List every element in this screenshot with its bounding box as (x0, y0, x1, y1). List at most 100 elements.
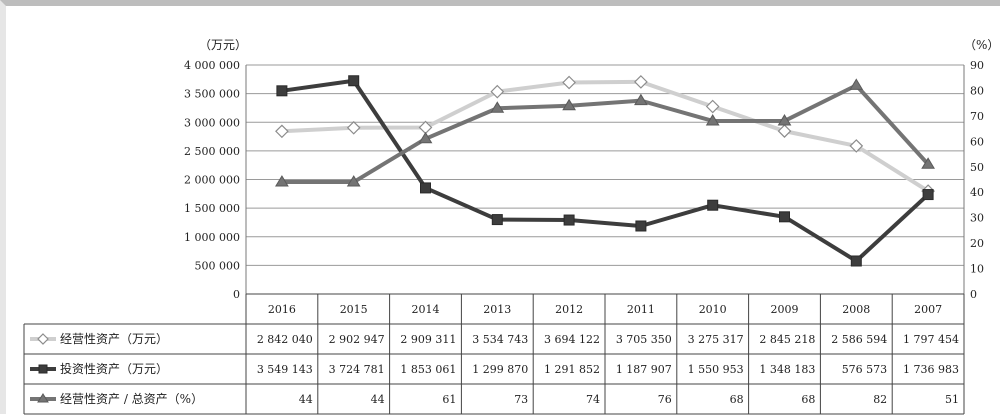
table-cell-value: 2 586 594 (831, 333, 887, 346)
data-point (849, 78, 864, 90)
legend-label: 经营性资产 / 总资产（%） (60, 392, 203, 406)
y-right-tick-label: 70 (970, 110, 984, 123)
table-cell-value: 3 549 143 (257, 363, 313, 376)
table-cell-value: 3 275 317 (688, 333, 744, 346)
data-point (490, 101, 505, 113)
data-point (562, 75, 576, 90)
x-category-label: 2007 (914, 303, 942, 316)
legend-marker (37, 393, 49, 403)
y-left-tick-label: 0 (233, 288, 240, 301)
table-cell-value: 1 299 870 (472, 363, 528, 376)
data-point (922, 189, 934, 201)
x-category-label: 2009 (771, 303, 799, 316)
table-cell-value: 61 (442, 393, 456, 406)
table-cell-value: 44 (299, 393, 313, 406)
data-point (562, 98, 576, 111)
table-cell-value: 2 902 947 (329, 333, 385, 346)
data-point (563, 214, 575, 226)
table-cell-value: 76 (658, 393, 672, 406)
data-point (276, 85, 288, 97)
series-line (281, 78, 930, 263)
table-cell-value: 1 187 907 (616, 363, 672, 376)
data-point (707, 199, 719, 211)
y-right-unit: （%） (964, 38, 999, 52)
x-category-label: 2016 (268, 303, 296, 316)
legend-marker (38, 364, 48, 374)
table-cell-value: 1 853 061 (400, 363, 456, 376)
data-point (850, 255, 862, 267)
combo-line-chart: 4 000 000 3 500 000 3 000 000 2 500 000 2 00… (23, 38, 999, 415)
table-cell-value: 68 (801, 393, 815, 406)
data-point (348, 75, 360, 87)
data-point (420, 182, 431, 194)
x-category-label: 2015 (340, 303, 368, 316)
x-category-label: 2011 (627, 303, 655, 316)
table-cell-value: 2 845 218 (759, 333, 815, 346)
y-right-tick-label: 20 (970, 237, 984, 250)
data-point (777, 124, 792, 138)
data-point (779, 211, 790, 223)
table-cell-value: 44 (371, 393, 385, 406)
x-category-label: 2012 (555, 303, 583, 316)
y-right-tick-label: 80 (970, 84, 984, 97)
table-cell-value: 51 (945, 393, 959, 406)
y-left-tick-label: 1 500 000 (184, 202, 240, 215)
table-cell-value: 3 694 122 (544, 333, 600, 346)
table-cell-value: 576 573 (842, 363, 888, 376)
y-left-tick-label: 1 000 000 (184, 231, 240, 244)
table-cell-value: 1 550 953 (688, 363, 744, 376)
y-left-unit: （万元） (199, 38, 247, 52)
table-cell-value: 3 534 743 (472, 333, 528, 346)
table-cell-value: 68 (730, 393, 744, 406)
data-point (635, 220, 647, 232)
data-point (777, 114, 792, 126)
y-left-tick-label: 2 500 000 (184, 145, 240, 158)
data-point (490, 84, 505, 99)
data-point (921, 157, 935, 169)
legend-label: 投资性资产（万元） (60, 361, 168, 376)
y-right-tick-label: 50 (970, 161, 984, 174)
table-cell-value: 1 291 852 (544, 363, 600, 376)
data-point (418, 131, 433, 144)
y-right-tick-label: 40 (970, 186, 984, 199)
series-line (281, 83, 930, 185)
table-cell-value: 3 705 350 (616, 333, 672, 346)
y-right-tick-label: 60 (970, 135, 984, 148)
table-cell-value: 2 909 311 (400, 333, 456, 346)
x-category-label: 2013 (483, 303, 511, 316)
table-cell-value: 74 (586, 393, 600, 406)
table-cell-value: 82 (873, 393, 887, 406)
y-right-tick-label: 90 (970, 59, 984, 72)
legend-label: 经营性资产（万元） (60, 332, 168, 346)
data-point (491, 214, 503, 226)
y-left-tick-label: 3 500 000 (184, 88, 240, 101)
data-point (275, 175, 289, 187)
y-left-tick-label: 3 000 000 (184, 116, 240, 129)
data-point (346, 120, 361, 135)
x-category-label: 2008 (842, 303, 870, 316)
y-left-tick-label: 500 000 (195, 259, 241, 272)
y-right-tick-label: 30 (970, 212, 984, 225)
data-point (705, 99, 720, 114)
y-right-tick-label: 0 (970, 288, 977, 301)
legend-marker (37, 333, 49, 345)
table-cell-value: 2 842 040 (257, 333, 313, 346)
data-point (849, 139, 864, 153)
x-category-label: 2010 (699, 303, 727, 316)
y-right-tick-label: 10 (970, 263, 984, 276)
series-line (281, 79, 930, 193)
data-point (346, 175, 361, 187)
table-cell-value: 73 (514, 393, 528, 406)
table-cell-value: 1 797 454 (903, 333, 959, 346)
data-point (705, 114, 720, 126)
y-left-tick-label: 2 000 000 (184, 174, 240, 187)
data-point (634, 93, 648, 106)
data-point (634, 75, 648, 89)
table-cell-value: 3 724 781 (329, 363, 385, 376)
table-cell-value: 1 348 183 (759, 363, 815, 376)
table-cell-value: 1 736 983 (903, 363, 959, 376)
y-left-tick-label: 4 000 000 (184, 59, 240, 72)
data-point (275, 124, 289, 139)
x-category-label: 2014 (412, 303, 440, 316)
